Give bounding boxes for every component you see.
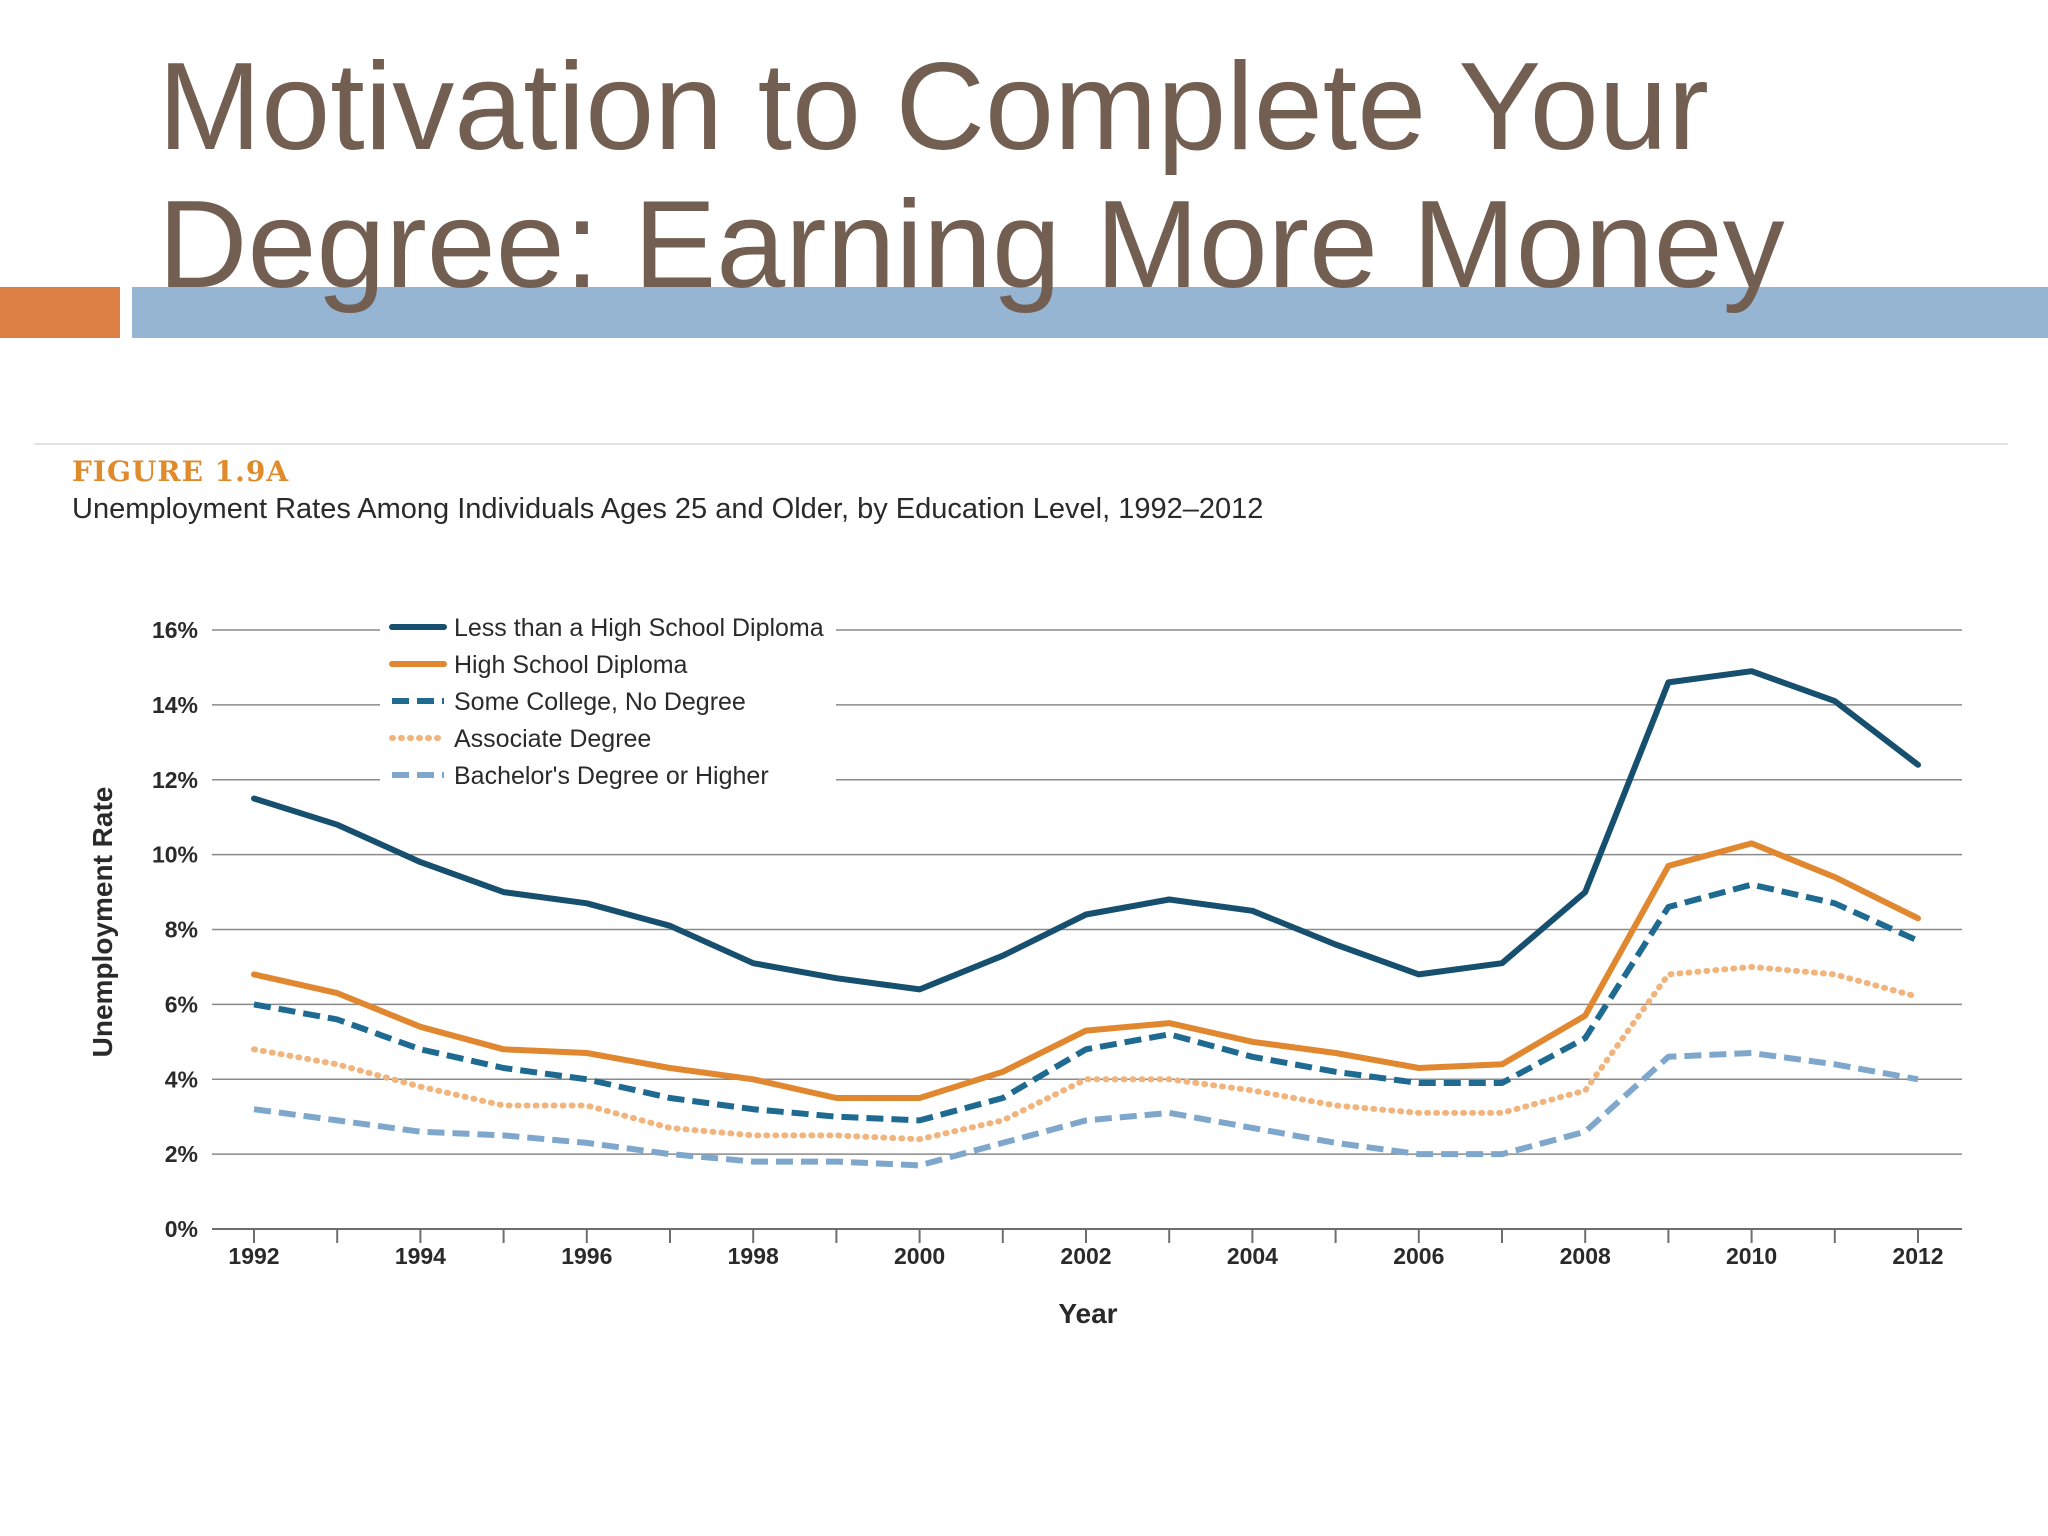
x-tick-label: 2000 — [894, 1243, 945, 1269]
x-tick-label: 2002 — [1060, 1243, 1111, 1269]
x-tick-label: 1996 — [561, 1243, 612, 1269]
chart-series — [251, 668, 1921, 1169]
series-line-1 — [251, 840, 1921, 1101]
y-tick-label: 0% — [165, 1216, 198, 1242]
series-line-3 — [251, 963, 1921, 1143]
legend-label: Some College, No Degree — [454, 688, 746, 716]
x-tick-label: 1998 — [728, 1243, 779, 1269]
legend-label: Less than a High School Diploma — [454, 614, 824, 642]
figure-subtitle: Unemployment Rates Among Individuals Age… — [72, 493, 1264, 525]
y-tick-label: 2% — [165, 1141, 198, 1167]
y-tick-label: 12% — [152, 767, 198, 793]
y-tick-label: 4% — [165, 1066, 198, 1092]
x-tick-label: 1992 — [228, 1243, 279, 1269]
x-tick-label: 2004 — [1227, 1243, 1278, 1269]
series-line-0 — [251, 668, 1921, 993]
legend-background — [380, 607, 836, 796]
series-line-2 — [253, 881, 1920, 1124]
slide-title-line-2: Degree: Earning More Money — [158, 176, 1785, 314]
x-tick-label: 2012 — [1892, 1243, 1943, 1269]
legend-label: Associate Degree — [454, 725, 651, 753]
slide-title-line-1: Motivation to Complete Your — [158, 38, 1709, 176]
x-tick-label: 2010 — [1726, 1243, 1777, 1269]
series-line-4 — [253, 1050, 1919, 1169]
x-tick-label: 2006 — [1393, 1243, 1444, 1269]
figure-label: FIGURE 1.9A — [72, 455, 290, 488]
y-tick-label: 16% — [152, 617, 198, 643]
accent-bar-orange — [0, 287, 120, 338]
y-axis-title: Unemployment Rate — [87, 787, 118, 1058]
chart-axes: 0% 2% 4% 6% 8% 10% 12% 14% 16% 1992 1994 1996 1998 20… — [87, 617, 1944, 1329]
x-axis-title: Year — [1058, 1298, 1117, 1329]
chart-legend: Less than a High School Diploma High Scho… — [380, 607, 836, 796]
legend-label: High School Diploma — [454, 651, 688, 679]
figure-top-rule — [34, 443, 2008, 445]
x-tick-label: 1994 — [395, 1243, 446, 1269]
y-tick-label: 14% — [152, 692, 198, 718]
x-tick-label: 2008 — [1560, 1243, 1611, 1269]
slide-title: Motivation to Complete Your Degree: Earn… — [158, 38, 1785, 314]
y-tick-label: 6% — [165, 991, 198, 1017]
legend-label: Bachelor's Degree or Higher — [454, 762, 769, 790]
y-tick-label: 8% — [165, 917, 198, 943]
y-tick-label: 10% — [152, 842, 198, 868]
accent-bar-blue — [132, 287, 2048, 338]
